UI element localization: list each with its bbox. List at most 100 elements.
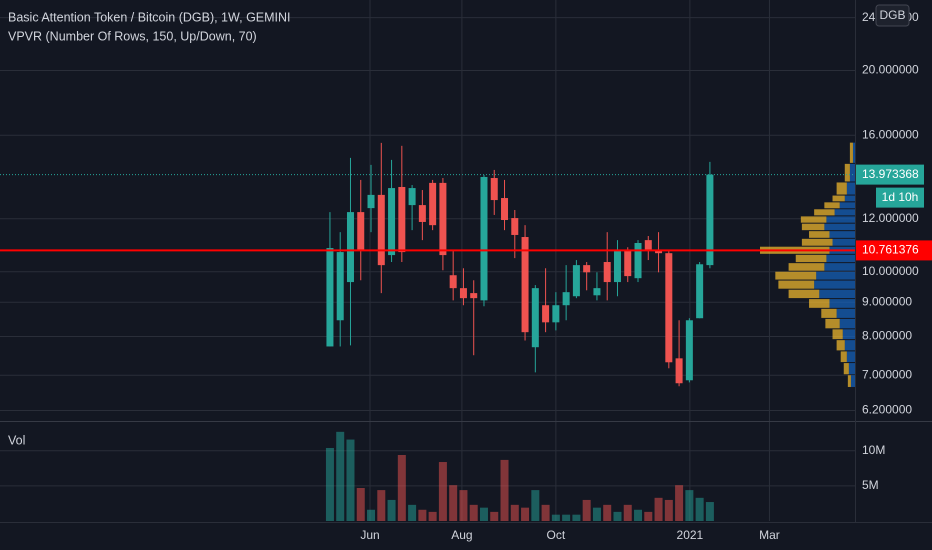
price-label-box (856, 240, 932, 261)
volume-bar (490, 511, 499, 521)
vpvr-up (842, 329, 855, 340)
volume-bar (572, 514, 581, 521)
vpvr-down (788, 289, 820, 299)
candle-body (542, 305, 550, 323)
volume-bar (582, 499, 591, 521)
indicator-label: VPVR (Number Of Rows, 150, Up/Down, 70) (8, 29, 257, 43)
vpvr-down (825, 318, 840, 329)
volume-bar (459, 490, 468, 521)
x-tick-label: Jun (360, 528, 379, 542)
vpvr-down (814, 209, 835, 216)
volume-bar (418, 509, 427, 521)
candle-body (634, 243, 642, 279)
vpvr-down (832, 195, 845, 202)
vpvr-up (844, 195, 855, 202)
volume-bar (695, 497, 704, 521)
y-tick-label: 10.000000 (862, 264, 919, 278)
vpvr-up (839, 202, 855, 209)
vpvr-up (826, 254, 855, 263)
vpvr-up (846, 182, 855, 195)
candle-body (429, 182, 437, 226)
volume-bar (664, 499, 673, 521)
vpvr-up (850, 375, 855, 387)
volume-bar (634, 509, 643, 521)
axis: 6.200000 7.000000 8.000000 9.000000 10.00000… (360, 10, 919, 542)
candle-body (655, 250, 663, 254)
y-tick-label: 20.000000 (862, 63, 919, 77)
volume-bar (500, 459, 509, 521)
volume-bar (623, 504, 632, 521)
volume-label: Vol (8, 433, 25, 447)
x-tick-label: Aug (451, 528, 472, 542)
candle-body (562, 292, 570, 306)
candle-body (675, 358, 683, 384)
candle-body (459, 288, 467, 299)
volume-bar (562, 514, 571, 521)
candle-body (624, 250, 632, 277)
grid (0, 0, 855, 521)
vpvr-down (843, 363, 849, 375)
x-tick-label: 2021 (677, 528, 704, 542)
vpvr-down (824, 202, 840, 209)
vpvr-up (829, 299, 855, 308)
candle-body (377, 194, 385, 266)
candle-body (603, 262, 611, 283)
candle-body (685, 320, 693, 381)
volume-bar (397, 455, 406, 521)
vpvr-up (844, 340, 855, 351)
vpvr-up (846, 351, 855, 363)
volume-tick-label: 10M (862, 443, 885, 457)
candle-body (336, 252, 344, 321)
currency-button[interactable] (875, 4, 910, 27)
y-tick-label: 12.000000 (862, 211, 919, 225)
vpvr-up (826, 216, 855, 223)
volume-bar (521, 507, 530, 521)
vpvr-up (819, 289, 855, 299)
candle-body (490, 178, 498, 201)
volume-bar (541, 504, 550, 521)
last-price-label: 13.973368 (862, 167, 919, 181)
vpvr-up (824, 263, 855, 271)
volume-bar (685, 490, 694, 521)
vpvr-down (809, 231, 830, 238)
vpvr-up (836, 308, 855, 318)
y-tick-label: 6.200000 (862, 403, 912, 417)
candle-body (696, 264, 704, 319)
vpvr-up (829, 231, 855, 238)
countdown-label: 1d 10h (882, 190, 919, 204)
volume-bar (479, 507, 488, 521)
volume-bar (346, 439, 355, 521)
volume-bar (356, 488, 365, 521)
candle-body (644, 240, 652, 251)
volume-bar (675, 485, 684, 521)
vpvr-down (836, 182, 847, 195)
candle-body (501, 198, 509, 221)
volume-bar (408, 504, 417, 521)
candle-body (480, 176, 488, 301)
candle-body (418, 205, 426, 222)
candle-body (367, 194, 375, 209)
candle-body (572, 265, 580, 297)
vpvr-down (801, 238, 833, 246)
volume-bar (336, 431, 345, 521)
vpvr-down (849, 142, 853, 163)
x-tick-label: Oct (547, 528, 566, 542)
vpvr-down (800, 216, 827, 223)
candle-body (583, 265, 591, 273)
last-price-box (856, 164, 924, 185)
vpvr-up (839, 318, 855, 329)
vpvr-up (834, 209, 855, 216)
volume-bar (551, 514, 560, 521)
candle-body (408, 188, 416, 206)
volume-bar (531, 490, 540, 521)
y-tick-label: 8.000000 (862, 329, 912, 343)
candle-body (531, 288, 539, 348)
vpvr-up (816, 271, 855, 280)
vpvr-down (775, 271, 817, 280)
candle-body (449, 275, 457, 289)
vpvr-down (778, 280, 815, 289)
vpvr-down (821, 308, 837, 318)
candle-body (665, 253, 673, 363)
volume-bar (449, 485, 458, 521)
